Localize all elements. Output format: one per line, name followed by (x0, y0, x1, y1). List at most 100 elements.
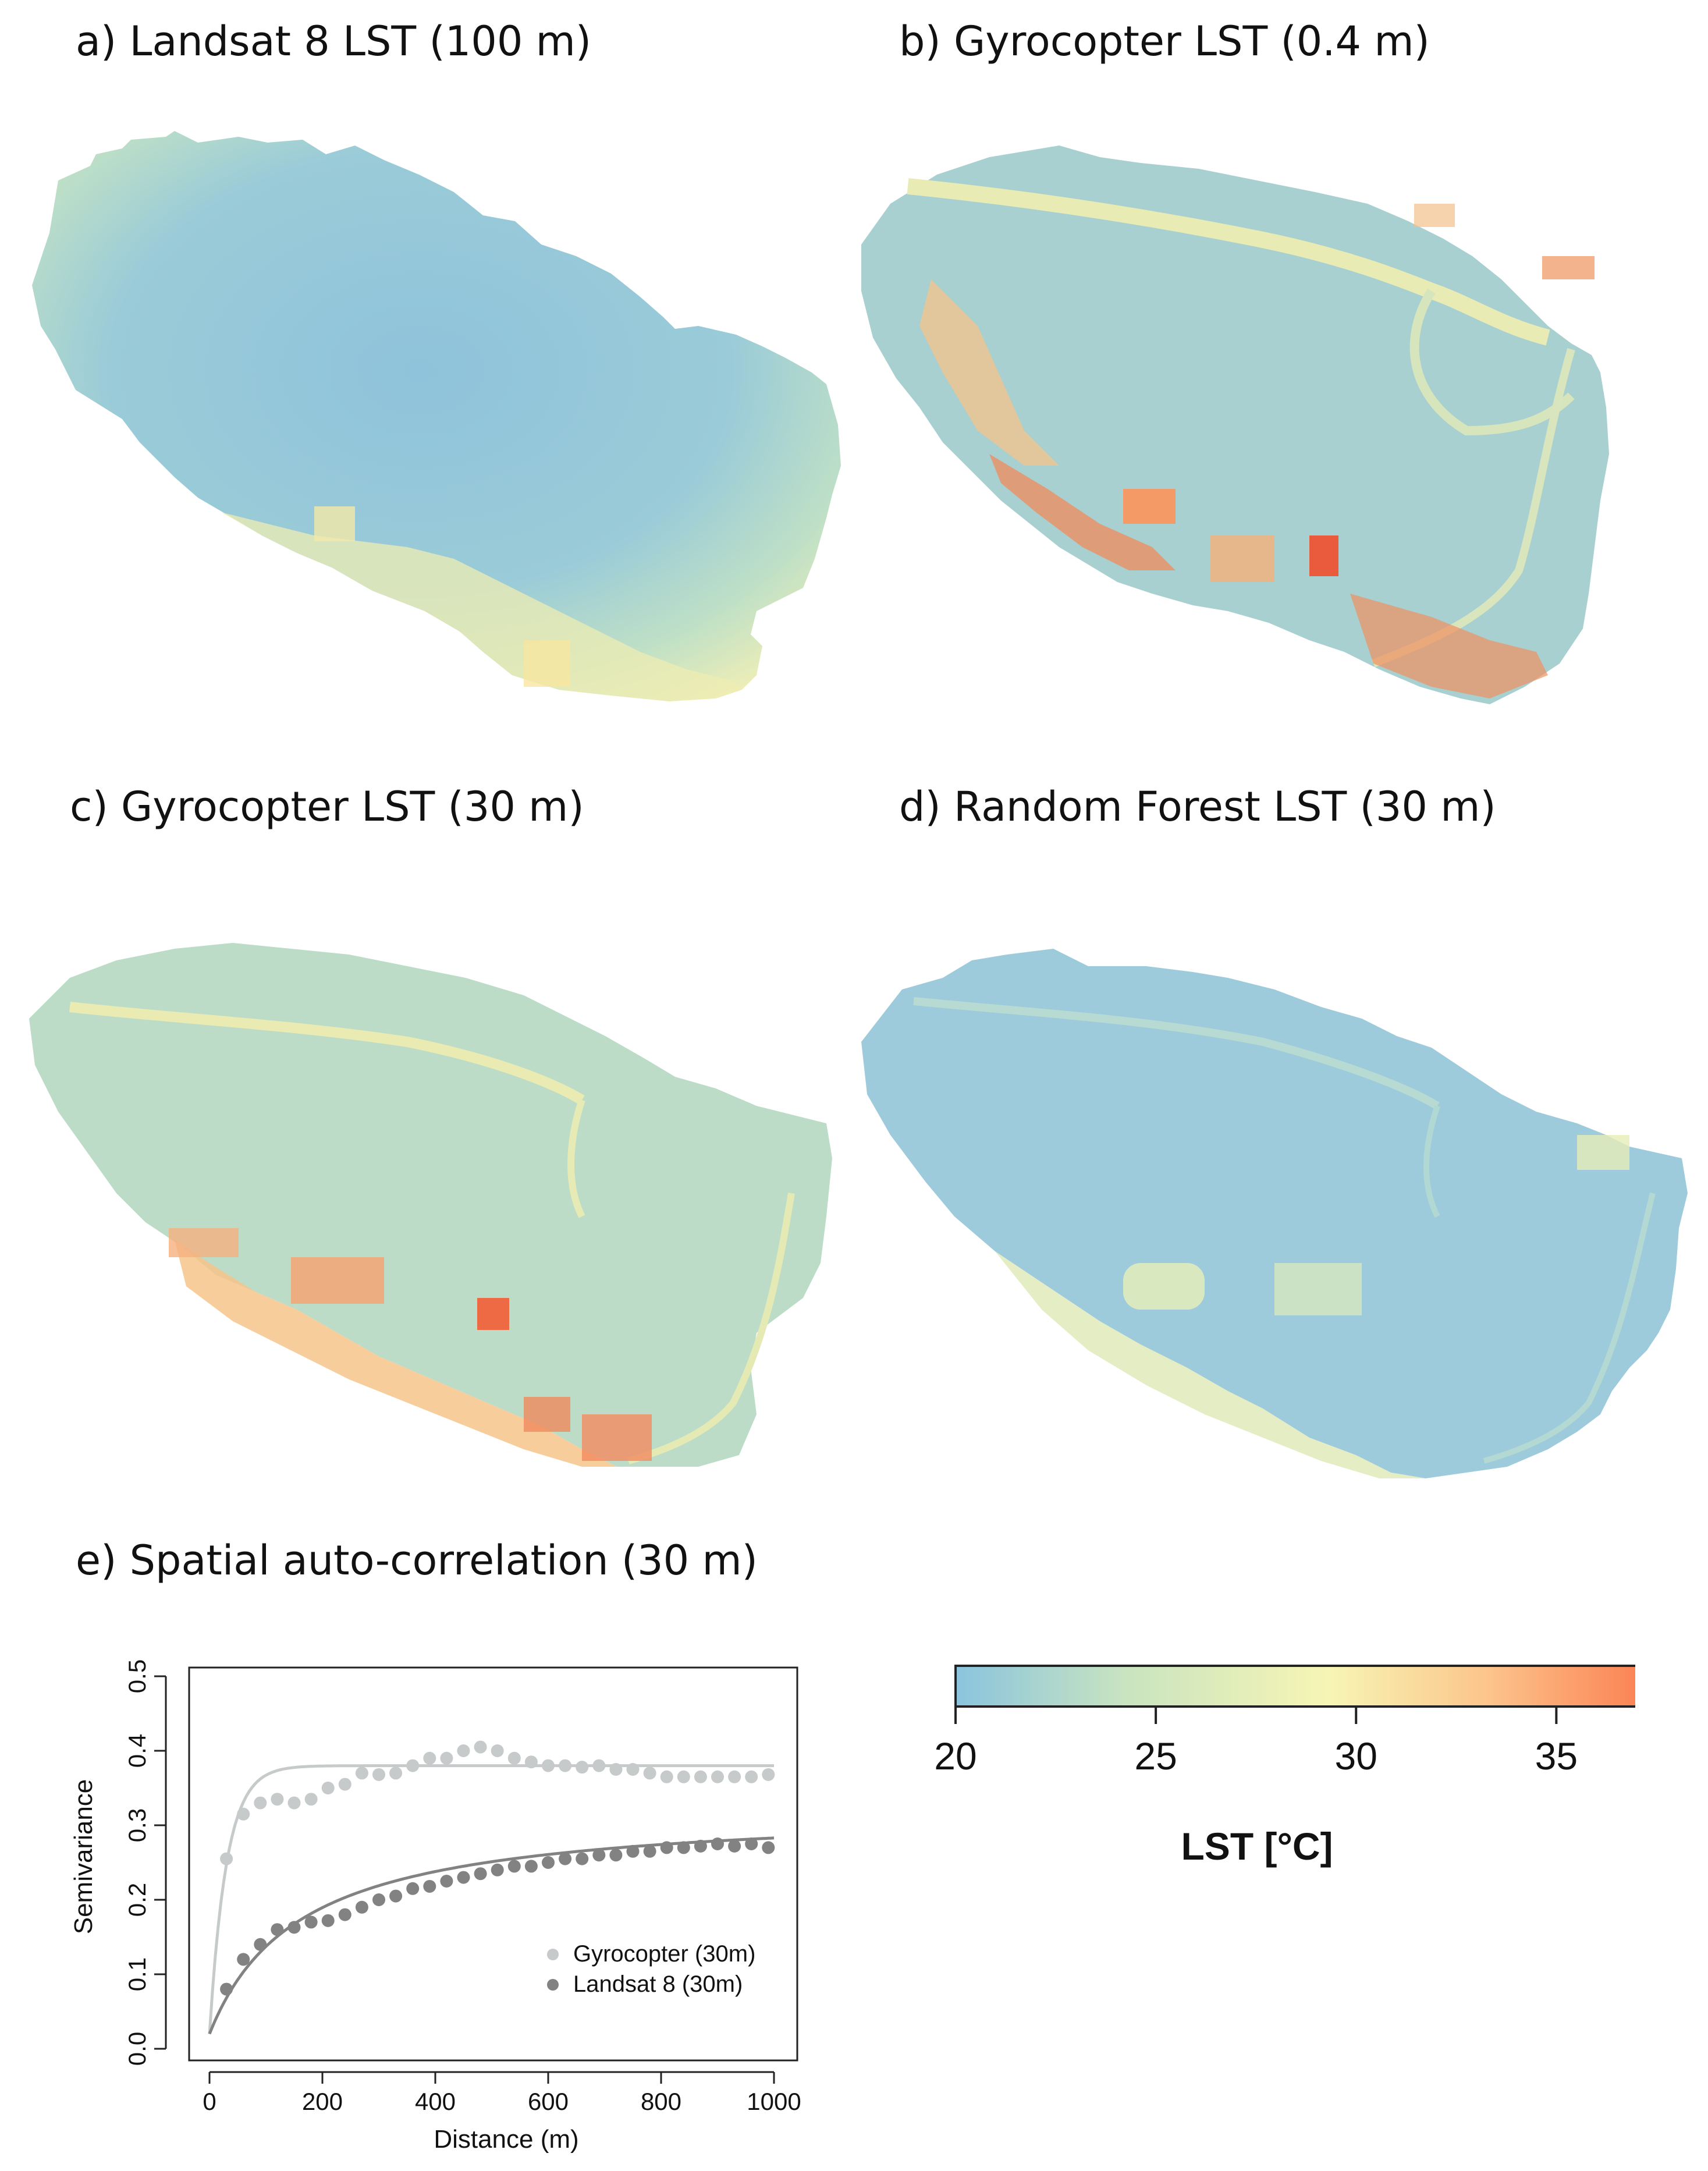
data-point-series-1 (457, 1871, 470, 1884)
data-point-series-1 (576, 1852, 589, 1865)
y-axis-label: Semivariance (69, 1779, 98, 1935)
data-point-series-0 (372, 1768, 385, 1781)
data-point-series-1 (220, 1982, 233, 1996)
y-tick-label: 0.0 (123, 2032, 151, 2066)
data-point-series-1 (491, 1863, 504, 1876)
data-point-series-0 (728, 1770, 741, 1783)
panel-b-title: b) Gyrocopter LST (0.4 m) (899, 17, 1430, 65)
x-tick-label: 0 (203, 2088, 216, 2115)
data-point-series-1 (338, 1908, 351, 1921)
data-point-series-0 (643, 1766, 656, 1780)
data-point-series-0 (423, 1751, 436, 1765)
x-tick-label: 400 (415, 2088, 456, 2115)
data-point-series-0 (271, 1793, 284, 1806)
data-point-series-0 (762, 1768, 775, 1781)
data-point-series-1 (711, 1837, 724, 1850)
data-point-series-0 (609, 1763, 623, 1776)
data-point-series-0 (559, 1759, 572, 1772)
data-point-series-1 (355, 1900, 368, 1914)
data-point-series-1 (559, 1852, 572, 1865)
panel-a-title: a) Landsat 8 LST (100 m) (76, 17, 592, 65)
colorbar-label: LST [°C] (1181, 1825, 1333, 1868)
data-point-series-0 (576, 1761, 589, 1774)
data-point-series-0 (237, 1807, 250, 1821)
x-axis-label: Distance (m) (434, 2125, 578, 2154)
data-point-series-0 (694, 1770, 707, 1783)
data-point-series-1 (237, 1953, 250, 1966)
data-point-series-1 (406, 1882, 420, 1895)
data-point-series-0 (304, 1793, 318, 1806)
data-point-series-0 (254, 1796, 267, 1810)
legend-label-0: Gyrocopter (30m) (573, 1941, 755, 1967)
data-point-series-0 (491, 1744, 504, 1757)
data-point-series-0 (457, 1744, 470, 1757)
data-point-series-1 (626, 1844, 640, 1858)
data-point-series-1 (660, 1841, 673, 1854)
landsat-100m-map (32, 131, 841, 701)
data-point-series-0 (745, 1770, 758, 1783)
data-point-series-1 (694, 1839, 707, 1853)
x-tick-label: 600 (528, 2088, 569, 2115)
data-point-series-0 (542, 1759, 555, 1772)
colorbar-tick-label: 35 (1535, 1734, 1578, 1778)
colorbar-tick-label: 20 (934, 1734, 976, 1778)
colorbar-tick-label: 30 (1335, 1734, 1377, 1778)
gyrocopter-04m-map (861, 146, 1609, 704)
data-point-series-0 (711, 1770, 724, 1783)
data-point-series-0 (389, 1766, 403, 1780)
data-point-series-0 (474, 1740, 487, 1754)
data-point-series-1 (609, 1849, 623, 1862)
data-point-series-1 (728, 1839, 741, 1853)
data-point-series-1 (507, 1860, 521, 1873)
data-point-series-1 (423, 1879, 436, 1893)
data-point-series-1 (524, 1860, 538, 1873)
variogram-chart: 0 200 400 600 800 1000 0.0 0.1 0.2 0.3 0.4 0.5 Gyr… (69, 1659, 801, 2154)
data-point-series-1 (372, 1893, 385, 1906)
x-tick-label: 200 (302, 2088, 343, 2115)
colorbar-tick-label: 25 (1134, 1734, 1177, 1778)
data-point-series-0 (440, 1751, 453, 1765)
data-point-series-1 (321, 1914, 335, 1927)
colorbar-gradient (954, 1665, 1635, 1708)
data-point-series-1 (592, 1849, 606, 1862)
data-point-series-1 (304, 1915, 318, 1929)
data-point-series-1 (542, 1856, 555, 1869)
data-point-series-0 (660, 1770, 673, 1783)
data-point-series-1 (677, 1841, 690, 1854)
data-point-series-1 (762, 1841, 775, 1854)
colorbar: 20 25 30 35 LST [°C] (934, 1665, 1635, 1868)
panel-c-title: c) Gyrocopter LST (30 m) (70, 783, 584, 831)
data-point-series-1 (474, 1867, 487, 1881)
data-point-series-0 (524, 1755, 538, 1769)
data-point-series-1 (643, 1844, 656, 1858)
data-point-series-0 (338, 1778, 351, 1791)
panel-d-title: d) Random Forest LST (30 m) (899, 783, 1496, 831)
data-point-series-1 (745, 1837, 758, 1850)
random-forest-30m-map (861, 949, 1688, 1478)
data-point-series-0 (592, 1759, 606, 1772)
x-tick-label: 800 (641, 2088, 681, 2115)
data-point-series-0 (406, 1759, 420, 1772)
data-point-series-0 (220, 1852, 233, 1865)
data-point-series-0 (355, 1766, 368, 1780)
legend-marker-1 (547, 1979, 559, 1991)
data-point-series-1 (254, 1938, 267, 1951)
data-point-series-0 (321, 1782, 335, 1794)
legend-marker-0 (547, 1949, 559, 1960)
y-tick-label: 0.3 (123, 1808, 151, 1842)
panel-e-title: e) Spatial auto-correlation (30 m) (76, 1537, 758, 1584)
y-tick-label: 0.5 (123, 1659, 151, 1693)
data-point-series-0 (287, 1796, 301, 1810)
data-point-series-1 (271, 1923, 284, 1936)
x-tick-label: 1000 (747, 2088, 801, 2115)
data-point-series-1 (440, 1875, 453, 1888)
legend-label-1: Landsat 8 (30m) (573, 1971, 743, 1997)
fit-line-series-0 (208, 1764, 774, 2034)
y-tick-label: 0.2 (123, 1883, 151, 1917)
y-tick-label: 0.4 (123, 1734, 151, 1768)
data-point-series-1 (287, 1921, 301, 1934)
data-point-series-0 (626, 1763, 640, 1776)
data-point-series-1 (389, 1889, 403, 1903)
data-point-series-0 (507, 1751, 521, 1765)
gyrocopter-30m-map (29, 943, 832, 1467)
